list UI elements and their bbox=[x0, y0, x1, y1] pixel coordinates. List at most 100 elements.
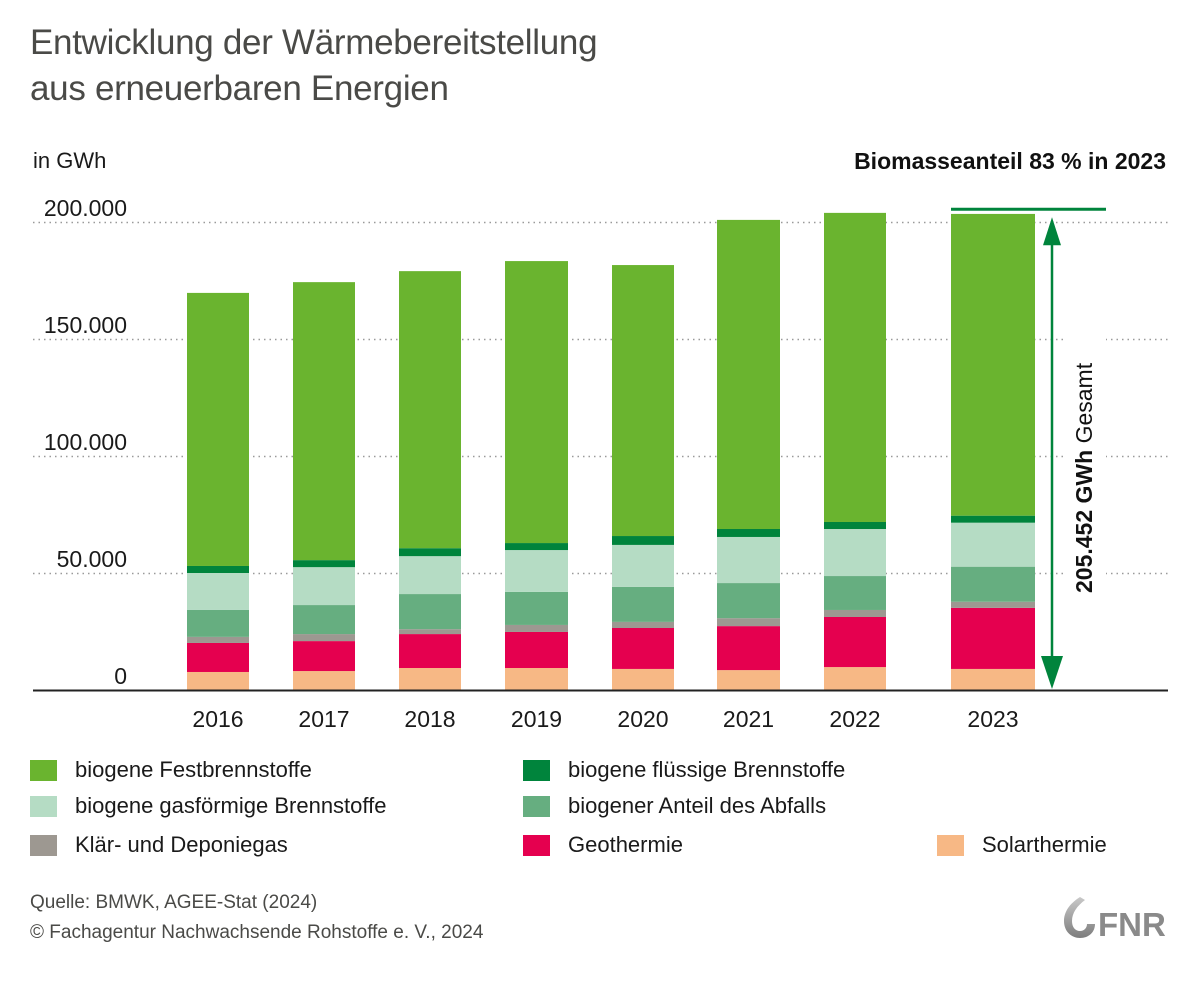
bar-segment bbox=[293, 671, 355, 690]
bar-segment bbox=[717, 536, 780, 584]
bar-segment bbox=[187, 671, 249, 690]
bar-segment bbox=[187, 292, 249, 566]
bar-segment bbox=[824, 212, 886, 522]
bar-segment bbox=[717, 529, 780, 537]
biomass-share-annotation: Biomasseanteil 83 % in 2023 bbox=[854, 148, 1166, 174]
legend-swatch bbox=[523, 759, 550, 781]
x-tick-label: 2022 bbox=[829, 706, 880, 732]
bar-2016 bbox=[187, 292, 249, 690]
arrow-down-icon bbox=[1041, 656, 1063, 689]
bar-segment bbox=[824, 616, 886, 668]
bar-segment bbox=[951, 522, 1035, 567]
bars bbox=[187, 212, 1035, 690]
bar-segment bbox=[717, 626, 780, 671]
bar-segment bbox=[293, 567, 355, 606]
x-tick-label: 2017 bbox=[298, 706, 349, 732]
bar-segment bbox=[505, 631, 568, 669]
bar-segment bbox=[824, 609, 886, 617]
gridlines bbox=[33, 221, 1168, 600]
total-suffix: Gesamt bbox=[1071, 362, 1097, 450]
bar-segment bbox=[505, 550, 568, 592]
bar-segment bbox=[399, 548, 461, 557]
y-axis-unit-label: in GWh bbox=[33, 148, 107, 173]
bar-segment bbox=[717, 219, 780, 530]
arrow-up-icon bbox=[1043, 217, 1061, 246]
bar-2018 bbox=[399, 271, 461, 690]
bar-2019 bbox=[505, 261, 568, 690]
bar-segment bbox=[612, 621, 674, 628]
legend-label: biogene gasförmige Brennstoffe bbox=[75, 793, 387, 818]
bar-segment bbox=[951, 607, 1035, 669]
y-tick-label: 150.000 bbox=[44, 312, 127, 338]
legend-item: biogener Anteil des Abfalls bbox=[523, 793, 826, 819]
total-value-label: 205.452 GWh Gesamt bbox=[1071, 362, 1097, 593]
fnr-logo-text: FNR bbox=[1098, 906, 1166, 940]
legend-swatch bbox=[937, 834, 964, 856]
label-mask bbox=[1064, 300, 1106, 600]
bar-segment bbox=[717, 670, 780, 690]
legend-item: Klär- und Deponiegas bbox=[30, 832, 288, 858]
legend-swatch bbox=[30, 834, 57, 856]
title-line-1: Entwicklung der Wärmebereitstellung bbox=[30, 23, 598, 62]
legend: biogene Festbrennstoffe biogene flüssige … bbox=[0, 755, 1200, 875]
fnr-logo-drop-icon bbox=[1064, 897, 1095, 938]
x-tick-label: 2018 bbox=[404, 706, 455, 732]
fnr-logo: FNR bbox=[1064, 897, 1166, 940]
bar-segment bbox=[824, 529, 886, 577]
bar-segment bbox=[293, 560, 355, 568]
bar-segment bbox=[824, 667, 886, 690]
bar-2021 bbox=[717, 219, 780, 690]
bar-segment bbox=[399, 668, 461, 690]
bar-segment bbox=[293, 641, 355, 672]
bar-segment bbox=[399, 629, 461, 635]
bar-segment bbox=[951, 601, 1035, 608]
legend-label: biogener Anteil des Abfalls bbox=[568, 793, 827, 818]
bar-segment bbox=[951, 566, 1035, 602]
legend-item: biogene Festbrennstoffe bbox=[30, 757, 312, 783]
bar-segment bbox=[612, 265, 674, 537]
y-tick-label: 100.000 bbox=[44, 429, 127, 455]
bar-2017 bbox=[293, 282, 355, 690]
copyright-text: © Fachagentur Nachwachsende Rohstoffe e.… bbox=[30, 922, 484, 943]
y-tick-label: 50.000 bbox=[57, 546, 127, 572]
bar-segment bbox=[187, 565, 249, 573]
source-text: Quelle: BMWK, AGEE-Stat (2024) bbox=[30, 892, 318, 913]
legend-swatch bbox=[523, 834, 550, 856]
x-tick-label: 2020 bbox=[617, 706, 668, 732]
legend-label: Solarthermie bbox=[982, 832, 1107, 857]
bar-segment bbox=[187, 642, 249, 672]
title-line-2: aus erneuerbaren Energien bbox=[30, 69, 449, 108]
y-axis-ticks: 0 50.000 100.000 150.000 200.000 bbox=[44, 195, 127, 689]
x-tick-label: 2016 bbox=[192, 706, 243, 732]
total-value: 205.452 GWh bbox=[1071, 450, 1097, 593]
bar-segment bbox=[951, 213, 1035, 516]
bar-segment bbox=[293, 634, 355, 642]
total-annotation: 205.452 GWh Gesamt bbox=[951, 207, 1106, 689]
x-tick-label: 2021 bbox=[723, 706, 774, 732]
legend-item: Solarthermie bbox=[937, 832, 1107, 858]
bar-2023 bbox=[951, 213, 1035, 690]
bar-segment bbox=[612, 668, 674, 690]
bar-segment bbox=[505, 261, 568, 544]
legend-label: biogene flüssige Brennstoffe bbox=[568, 757, 846, 782]
bar-2020 bbox=[612, 265, 674, 690]
bar-segment bbox=[187, 636, 249, 643]
bar-segment bbox=[951, 515, 1035, 523]
x-tick-label: 2023 bbox=[967, 706, 1018, 732]
bar-segment bbox=[293, 282, 355, 561]
x-tick-label: 2019 bbox=[511, 706, 562, 732]
bar-segment bbox=[399, 271, 461, 549]
bar-segment bbox=[612, 627, 674, 669]
y-tick-label: 0 bbox=[114, 663, 127, 689]
bar-segment bbox=[717, 583, 780, 619]
source-note: Quelle: BMWK, AGEE-Stat (2024) © Fachage… bbox=[30, 888, 483, 948]
bar-2022 bbox=[824, 212, 886, 690]
x-axis-ticks: 2016 2017 2018 2019 2020 2021 2022 2023 bbox=[192, 706, 1018, 732]
legend-label: Geothermie bbox=[568, 832, 683, 857]
bar-segment bbox=[505, 543, 568, 551]
legend-label: biogene Festbrennstoffe bbox=[75, 757, 312, 782]
bar-segment bbox=[612, 544, 674, 587]
bar-segment bbox=[717, 618, 780, 627]
bar-segment bbox=[505, 624, 568, 632]
